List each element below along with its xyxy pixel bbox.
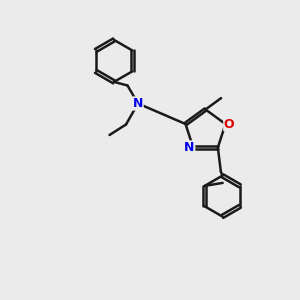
Text: O: O: [224, 118, 234, 130]
Text: N: N: [133, 97, 143, 110]
Text: N: N: [184, 141, 195, 154]
